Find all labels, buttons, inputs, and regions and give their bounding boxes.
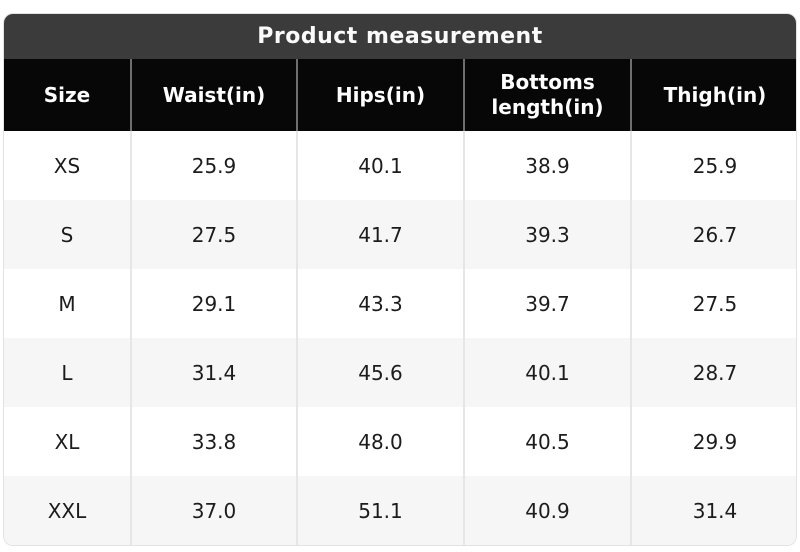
- cell-waist: 25.9: [130, 131, 297, 200]
- cell-size: XS: [53, 153, 81, 178]
- cell-hips: 45.6: [296, 338, 464, 407]
- cell-size: XXL: [47, 498, 87, 523]
- cell-bottoms-length: 39.7: [463, 269, 631, 338]
- cell-hips: 41.7: [296, 200, 464, 269]
- cell-waist: 31.4: [130, 338, 297, 407]
- cell-bottoms-length: 40.9: [463, 476, 631, 545]
- table-row-s: S 27.5 41.7 39.3 26.7: [4, 200, 796, 269]
- cell-thigh: 26.7: [630, 200, 796, 269]
- cell-waist: 29.1: [130, 269, 297, 338]
- cell-waist: 37.0: [130, 476, 297, 545]
- table-title-bar: Product measurement: [4, 14, 796, 59]
- table-row-xl: XL 33.8 48.0 40.5 29.9: [4, 407, 796, 476]
- table-row-m: M 29.1 43.3 39.7 27.5: [4, 269, 796, 338]
- cell-hips: 40.1: [296, 131, 464, 200]
- cell-bottoms-length: 39.3: [463, 200, 631, 269]
- header-row: Size Waist(in) Hips(in) Bottoms length(i…: [4, 59, 796, 131]
- cell-thigh: 25.9: [630, 131, 796, 200]
- table-row-l: L 31.4 45.6 40.1 28.7: [4, 338, 796, 407]
- table-row-xxl: XXL 37.0 51.1 40.9 31.4: [4, 476, 796, 545]
- column-header-hips: Hips(in): [296, 59, 464, 131]
- cell-size: M: [58, 291, 76, 316]
- column-header-bottoms-length: Bottoms length(in): [463, 59, 631, 131]
- cell-hips: 43.3: [296, 269, 464, 338]
- product-measurement-card: Product measurement Size Waist(in) Hips(…: [3, 13, 797, 546]
- cell-size: L: [61, 360, 73, 385]
- measurement-table: Size Waist(in) Hips(in) Bottoms length(i…: [4, 59, 796, 545]
- cell-thigh: 28.7: [630, 338, 796, 407]
- cell-thigh: 31.4: [630, 476, 796, 545]
- cell-size: S: [60, 222, 74, 247]
- cell-size: XL: [54, 429, 80, 454]
- cell-bottoms-length: 40.5: [463, 407, 631, 476]
- cell-hips: 51.1: [296, 476, 464, 545]
- table-row-xs: XS 25.9 40.1 38.9 25.9: [4, 131, 796, 200]
- cell-thigh: 29.9: [630, 407, 796, 476]
- column-header-waist: Waist(in): [130, 59, 297, 131]
- cell-thigh: 27.5: [630, 269, 796, 338]
- table-title: Product measurement: [257, 24, 543, 49]
- cell-bottoms-length: 38.9: [463, 131, 631, 200]
- cell-waist: 33.8: [130, 407, 297, 476]
- cell-waist: 27.5: [130, 200, 297, 269]
- column-header-thigh: Thigh(in): [630, 59, 796, 131]
- cell-bottoms-length: 40.1: [463, 338, 631, 407]
- column-header-size: Size: [4, 59, 131, 131]
- cell-hips: 48.0: [296, 407, 464, 476]
